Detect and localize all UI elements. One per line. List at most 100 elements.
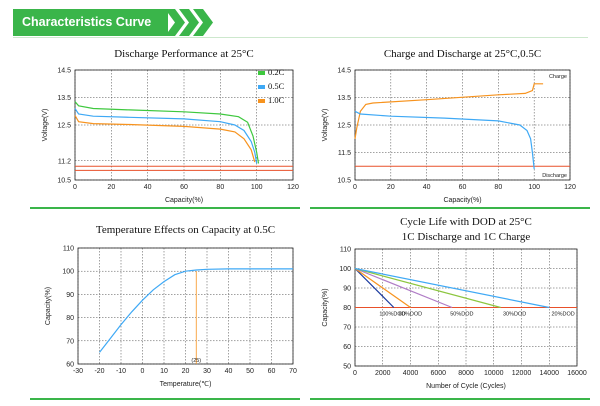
temperature-y-tick-label: 80 [66, 315, 74, 322]
temperature-chart-svg: Temperature Effects on Capacity at 0.5C -… [45, 224, 297, 388]
charge_discharge-chart-title: Charge and Discharge at 25°C,0.5C [384, 48, 541, 60]
charge_discharge-series-label: Charge [549, 74, 567, 80]
temperature-plot-frame [77, 247, 294, 365]
temperature-x-tick-label: -20 [94, 368, 104, 375]
temperature-y-tick-label: 100 [62, 269, 74, 276]
cycle_life-x-tick-label: 2000 [375, 370, 391, 377]
discharge-legend-swatch [258, 99, 265, 103]
cycle_life-x-tick-label: 10000 [484, 370, 504, 377]
cycle-life-chart-svg: Cycle Life with DOD at 25°C 1C Discharge … [322, 216, 587, 390]
charge_discharge-y-axis-label: Voltage(V) [322, 109, 329, 142]
cycle_life-x-tick-label: 6000 [430, 370, 446, 377]
temperature-x-tick-label: 20 [182, 368, 190, 375]
charge-discharge-chart-svg: Charge and Discharge at 25°C,0.5C 0 20 40 60… [322, 48, 576, 204]
cycle_life-dod-label: 80%DOD [399, 311, 422, 317]
temperature-x-tick-label: -30 [73, 368, 83, 375]
temperature-chart-title: Temperature Effects on Capacity at 0.5C [96, 224, 275, 236]
temperature-x-tick-label: 40 [225, 368, 233, 375]
divider-right-bottom [310, 398, 590, 400]
discharge-x-tick-label: 0 [73, 184, 77, 191]
charge_discharge-y-tick-label: 13.5 [337, 95, 351, 102]
cycle_life-x-axis-label: Number of Cycle (Cycles) [426, 383, 506, 390]
temperature-reference-line-label: (25) [191, 358, 201, 364]
charge_discharge-x-tick-label: 20 [387, 184, 395, 191]
temperature-x-tick-label: 10 [160, 368, 168, 375]
chevron-arrows-icon [165, 9, 213, 36]
discharge-plot-frame [74, 69, 294, 181]
charge_discharge-y-tick-label: 14.5 [337, 68, 351, 75]
temperature-x-tick-label: 30 [203, 368, 211, 375]
cycle_life-dod-label: 100%DOD [379, 311, 405, 317]
cycle_life-y-tick-label: 50 [343, 364, 351, 371]
divider-right-top [310, 207, 590, 209]
discharge-x-tick-label: 120 [287, 184, 299, 191]
discharge-series-line-1-0c [74, 115, 256, 163]
discharge-y-axis-label: Voltage(V) [42, 109, 49, 142]
section-title: Characteristics Curve [22, 15, 152, 29]
temperature-y-axis-label: Capacity(%) [45, 287, 52, 325]
discharge-legend-label: 0.2C [268, 67, 285, 77]
discharge-x-tick-label: 60 [180, 184, 188, 191]
temperature-y-tick-label: 110 [63, 246, 74, 253]
charge_discharge-x-tick-label: 80 [494, 184, 502, 191]
section-header: Characteristics Curve [0, 0, 600, 46]
cycle_life-y-tick-label: 60 [343, 344, 351, 351]
discharge-legend-label: 0.5C [268, 81, 285, 91]
cycle_life-y-tick-label: 110 [340, 247, 351, 254]
cycle_life-dod-label: 50%DOD [450, 311, 473, 317]
discharge-legend-swatch [258, 85, 265, 89]
discharge-legend-swatch [258, 71, 265, 75]
charge_discharge-x-tick-label: 60 [459, 184, 467, 191]
charge_discharge-y-tick-label: 10.5 [337, 178, 351, 185]
discharge-chart-svg: Discharge Performance at 25°C 0 20 40 60 80 10… [42, 48, 299, 204]
discharge-y-tick-label: 12.5 [57, 123, 71, 130]
header-tab [13, 9, 168, 36]
temperature-x-tick-label: -10 [116, 368, 126, 375]
temperature-y-tick-label: 60 [66, 362, 74, 369]
cycle_life-y-tick-label: 80 [343, 305, 351, 312]
cycle_life-x-tick-label: 8000 [458, 370, 474, 377]
chart-temperature-effects: Temperature Effects on Capacity at 0.5C -… [0, 212, 300, 397]
cycle_life-x-tick-label: 4000 [403, 370, 419, 377]
charge_discharge-x-axis-label: Capacity(%) [443, 197, 481, 204]
cycle_life-chart-subtitle: 1C Discharge and 1C Charge [402, 231, 531, 243]
cycle_life-y-tick-label: 90 [343, 286, 351, 293]
charge_discharge-x-tick-label: 0 [353, 184, 357, 191]
discharge-x-tick-label: 80 [216, 184, 224, 191]
cycle_life-series-line-80-dod [354, 268, 411, 308]
discharge-x-tick-label: 20 [107, 184, 115, 191]
charge_discharge-series-line-discharge [354, 110, 535, 170]
cycle_life-y-axis-label: Capacity(%) [322, 288, 329, 326]
cycle_life-dod-label: 30%DOD [503, 311, 526, 317]
temperature-x-tick-label: 70 [289, 368, 297, 375]
cycle_life-dod-label: 20%DOD [552, 311, 575, 317]
cycle_life-x-tick-label: 12000 [512, 370, 532, 377]
discharge-chart-title: Discharge Performance at 25°C [114, 48, 254, 60]
divider-left-bottom [30, 398, 300, 400]
cycle_life-x-tick-label: 14000 [540, 370, 560, 377]
discharge-x-axis-label: Capacity(%) [165, 197, 203, 204]
cycle_life-series-line-50-dod [354, 267, 453, 309]
charge_discharge-plot-frame [354, 69, 571, 181]
temperature-series-line-0 [99, 268, 293, 353]
charge_discharge-y-tick-label: 11.5 [338, 150, 351, 157]
temperature-y-tick-label: 70 [66, 338, 74, 345]
discharge-series-line-0-2c [74, 101, 260, 164]
temperature-y-tick-label: 90 [66, 292, 74, 299]
temperature-x-axis-label: Temperature(℃) [160, 381, 212, 388]
chart-discharge-performance: Discharge Performance at 25°C 0 20 40 60 80 10… [0, 40, 300, 207]
chart-cycle-life: Cycle Life with DOD at 25°C 1C Discharge … [300, 212, 600, 397]
temperature-x-tick-label: 50 [246, 368, 254, 375]
discharge-y-tick-label: 13.5 [57, 95, 71, 102]
cycle_life-x-tick-label: 0 [353, 370, 357, 377]
charge_discharge-series-label: Discharge [542, 173, 567, 179]
cycle_life-series-line-20-dod [354, 267, 550, 309]
cycle_life-series-line-30-dod [354, 267, 501, 309]
discharge-x-tick-label: 40 [144, 184, 152, 191]
divider-left-top [30, 207, 300, 209]
cycle_life-chart-title: Cycle Life with DOD at 25°C [400, 216, 532, 228]
cycle_life-y-tick-label: 100 [339, 266, 351, 273]
header-underline [13, 37, 588, 38]
charge_discharge-x-tick-label: 100 [528, 184, 540, 191]
discharge-y-tick-label: 14.5 [57, 68, 71, 75]
